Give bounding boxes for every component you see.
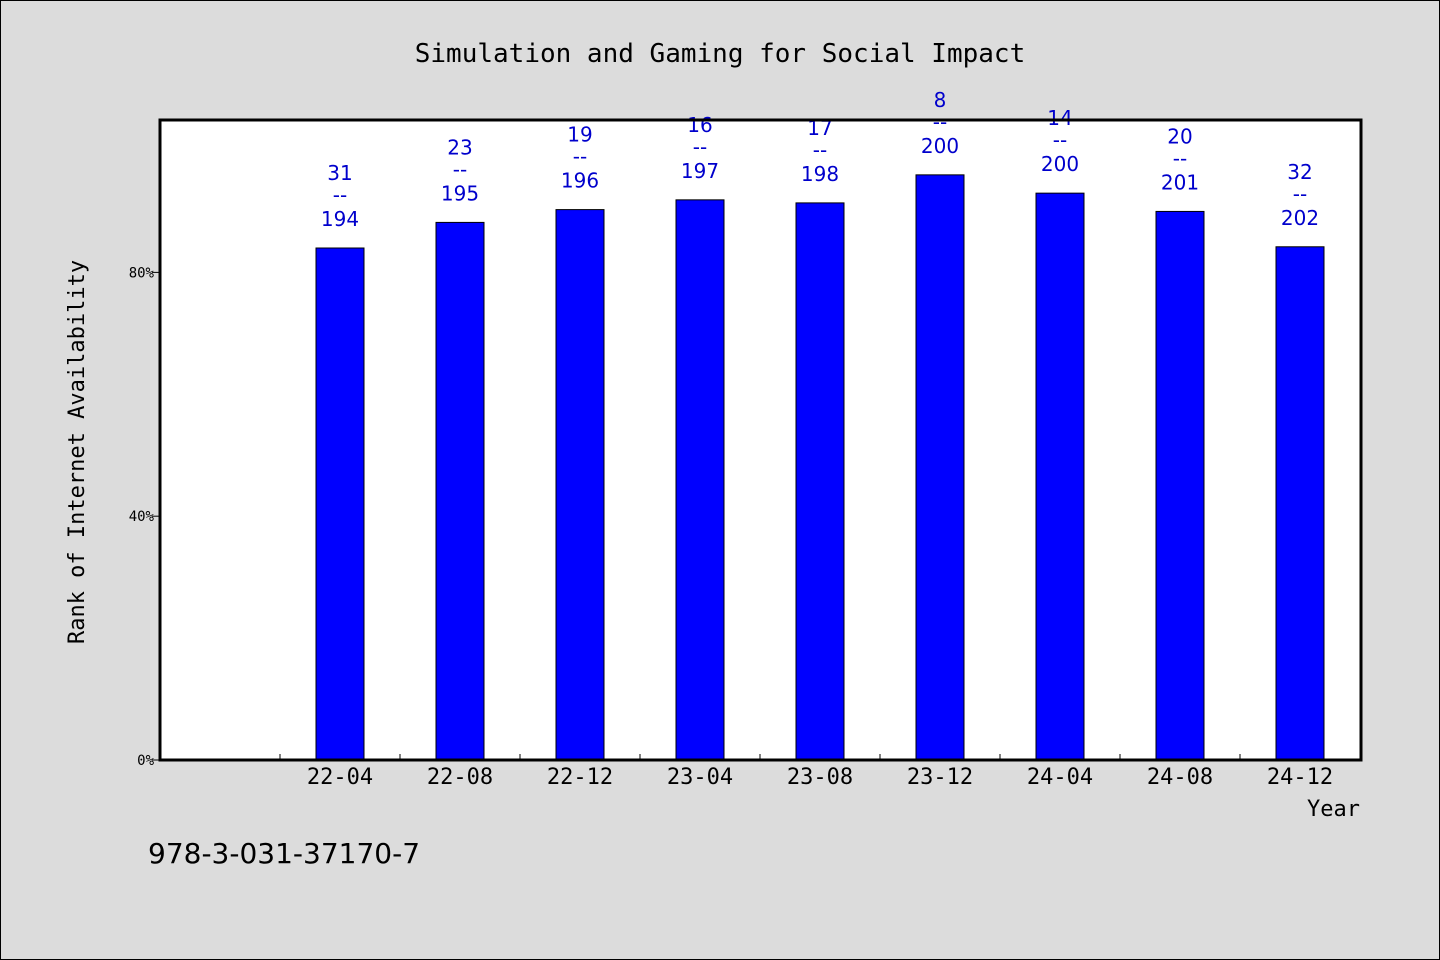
- bar-23-04: [675, 199, 725, 761]
- bar-23-12: [915, 174, 965, 761]
- y-tick-label: 0%: [137, 753, 154, 769]
- bar-23-08: [795, 202, 845, 761]
- bar-22-04: [315, 247, 365, 761]
- x-tick-label: 23-12: [907, 765, 973, 790]
- separator-label: --: [1173, 146, 1187, 170]
- total-label: 197: [681, 159, 719, 183]
- separator-label: --: [573, 145, 587, 169]
- x-tick-label: 22-08: [427, 765, 493, 790]
- total-label: 201: [1161, 170, 1199, 194]
- rank-label: 20: [1167, 124, 1192, 148]
- y-tick-label: 40%: [129, 509, 155, 525]
- bar-22-08: [435, 221, 485, 761]
- x-tick-label: 23-08: [787, 765, 853, 790]
- rank-label: 23: [447, 135, 472, 159]
- rank-label: 32: [1287, 160, 1312, 184]
- separator-label: --: [933, 110, 947, 134]
- total-label: 200: [1041, 152, 1079, 176]
- total-label: 194: [321, 207, 359, 231]
- total-label: 200: [921, 134, 959, 158]
- bar-24-04: [1035, 192, 1085, 761]
- total-label: 198: [801, 162, 839, 186]
- x-tick-label: 23-04: [667, 765, 733, 790]
- separator-label: --: [813, 138, 827, 162]
- x-axis-label: Year: [1307, 797, 1360, 822]
- y-axis-label: Rank of Internet Availability: [65, 260, 90, 644]
- rank-label: 16: [687, 113, 712, 137]
- y-axis-ticks: 0% 40% 80%: [129, 265, 160, 769]
- x-tick-label: 24-08: [1147, 765, 1213, 790]
- bars-group: [315, 174, 1325, 761]
- separator-label: --: [453, 157, 467, 181]
- x-tick-label: 22-04: [307, 765, 373, 790]
- bar-24-12: [1275, 246, 1325, 761]
- isbn-footer: 978-3-031-37170-7: [148, 837, 420, 870]
- rank-label: 14: [1047, 106, 1072, 130]
- x-tick-label: 24-12: [1267, 765, 1333, 790]
- total-label: 195: [441, 181, 479, 205]
- total-label: 196: [561, 169, 599, 193]
- separator-label: --: [1293, 182, 1307, 206]
- separator-label: --: [333, 183, 347, 207]
- rank-label: 31: [327, 161, 352, 185]
- separator-label: --: [693, 135, 707, 159]
- separator-label: --: [1053, 128, 1067, 152]
- total-label: 202: [1281, 206, 1319, 230]
- x-tick-label: 24-04: [1027, 765, 1093, 790]
- bar-24-08: [1155, 210, 1205, 761]
- chart-title: Simulation and Gaming for Social Impact: [415, 39, 1025, 69]
- rank-label: 8: [934, 88, 947, 112]
- bar-22-12: [555, 209, 605, 761]
- x-tick-label: 22-12: [547, 765, 613, 790]
- y-tick-label: 80%: [129, 265, 155, 281]
- rank-label: 19: [567, 123, 592, 147]
- x-axis-ticks: 22-04 22-08 22-12 23-04 23-08 23-12 24-04 24-08…: [279, 754, 1361, 790]
- data-labels-group: 31--19423--19519--19616--19717--1988--20…: [321, 88, 1319, 231]
